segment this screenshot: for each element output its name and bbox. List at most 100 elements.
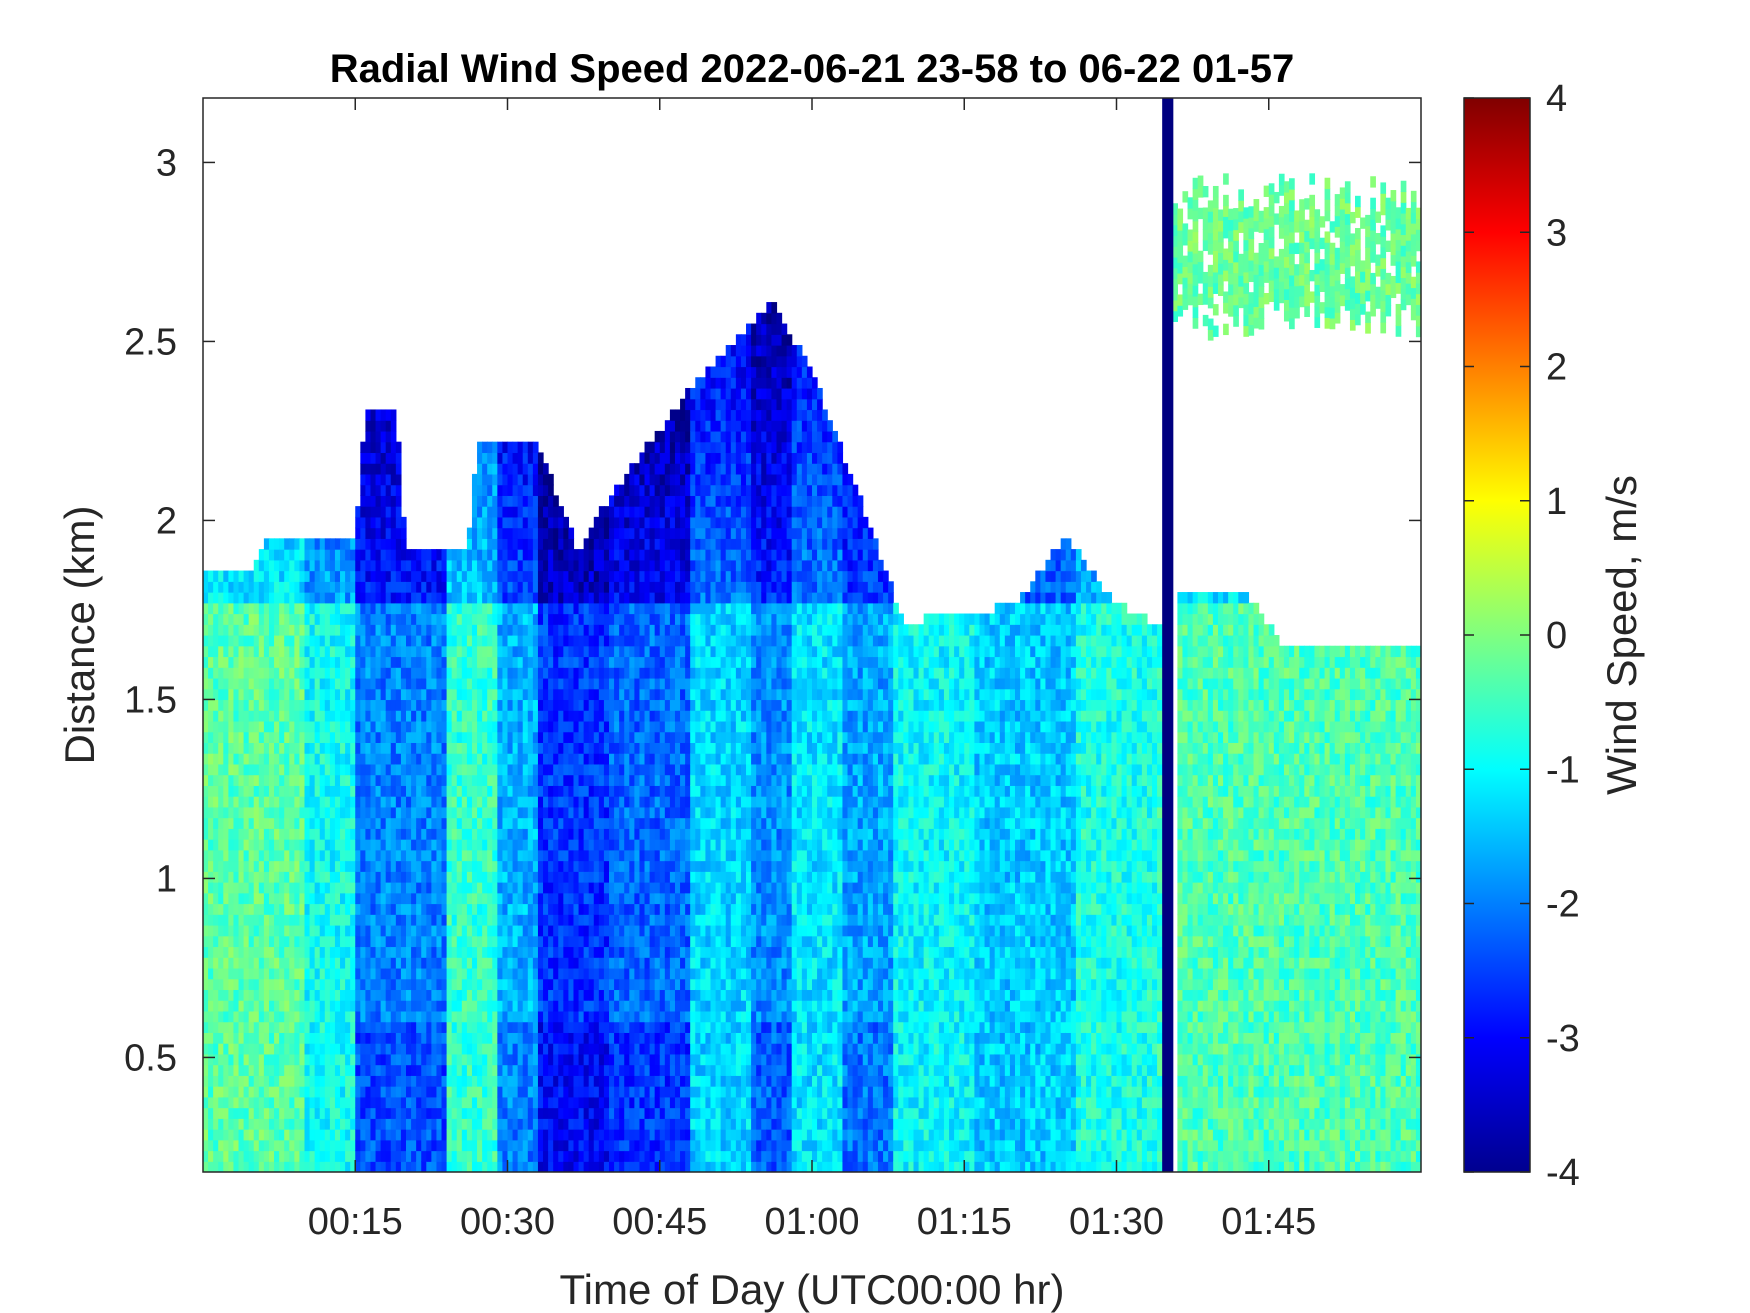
heatmap-cell <box>553 753 559 765</box>
heatmap-cell <box>593 1021 600 1033</box>
heatmap-cell <box>548 1086 554 1098</box>
heatmap-cell <box>461 753 468 765</box>
heatmap-cell <box>563 1043 569 1055</box>
heatmap-cell <box>395 924 402 937</box>
heatmap-cell <box>568 796 575 808</box>
heatmap-cell <box>309 1064 316 1076</box>
heatmap-cell <box>477 645 483 658</box>
heatmap-cell <box>248 1129 255 1141</box>
heatmap-cell <box>390 602 397 615</box>
heatmap-cell <box>446 688 453 701</box>
heatmap-cell <box>208 635 214 647</box>
heatmap-cell <box>203 592 209 604</box>
heatmap-cell <box>502 1086 509 1098</box>
heatmap-cell <box>218 914 224 926</box>
heatmap-cell <box>563 570 569 582</box>
heatmap-cell <box>482 1032 488 1044</box>
heatmap-cell <box>477 935 483 948</box>
heatmap-cell <box>492 484 498 496</box>
heatmap-cell <box>370 839 377 851</box>
heatmap-cell <box>421 1000 427 1012</box>
heatmap-cell <box>274 914 280 926</box>
heatmap-cell <box>471 914 478 926</box>
heatmap-cell <box>309 645 316 658</box>
heatmap-cell <box>507 645 514 658</box>
heatmap-cell <box>573 849 580 862</box>
heatmap-cell <box>497 1032 504 1044</box>
heatmap-cell <box>248 1096 255 1109</box>
heatmap-cell <box>492 473 498 486</box>
heatmap-cell <box>609 978 615 991</box>
heatmap-cell <box>279 839 285 851</box>
heatmap-cell <box>360 849 366 862</box>
heatmap-cell <box>446 839 453 851</box>
heatmap-cell <box>299 635 306 647</box>
heatmap-cell <box>400 527 407 539</box>
heatmap-cell <box>578 1161 585 1172</box>
heatmap-cell <box>299 1010 306 1023</box>
heatmap-cell <box>289 710 295 722</box>
heatmap-cell <box>517 731 524 743</box>
heatmap-cell <box>213 796 219 808</box>
heatmap-cell <box>421 1150 427 1162</box>
heatmap-cell <box>370 645 377 658</box>
heatmap-cell <box>390 871 397 883</box>
heatmap-cell <box>609 1021 615 1033</box>
heatmap-cell <box>456 924 463 937</box>
heatmap-cell <box>319 957 326 969</box>
heatmap-cell <box>395 720 402 733</box>
heatmap-cell <box>350 570 356 582</box>
heatmap-cell <box>385 559 392 572</box>
heatmap-cell <box>345 978 351 991</box>
heatmap-cell <box>593 581 600 593</box>
heatmap-cell <box>603 1075 610 1087</box>
heatmap-cell <box>537 839 544 851</box>
heatmap-cell <box>588 1150 595 1162</box>
heatmap-cell <box>375 774 382 786</box>
heatmap-cell <box>563 967 569 980</box>
heatmap-cell <box>334 903 341 915</box>
heatmap-cell <box>213 592 219 604</box>
heatmap-cell <box>284 624 290 636</box>
heatmap-cell <box>461 882 468 894</box>
heatmap-cell <box>304 989 311 1001</box>
heatmap-cell <box>238 742 245 754</box>
heatmap-cell <box>390 839 397 851</box>
heatmap-cell <box>314 677 321 690</box>
heatmap-cell <box>243 645 250 658</box>
heatmap-cell <box>537 1010 544 1023</box>
heatmap-cell <box>279 785 285 797</box>
heatmap-cell <box>355 1032 361 1044</box>
heatmap-cell <box>537 753 544 765</box>
heatmap-cell <box>319 817 326 829</box>
heatmap-cell <box>502 441 509 454</box>
heatmap-cell <box>603 892 610 905</box>
heatmap-cell <box>471 785 478 797</box>
heatmap-cell <box>390 892 397 905</box>
heatmap-cell <box>355 957 361 969</box>
heatmap-cell <box>223 699 229 711</box>
heatmap-cell <box>390 1021 397 1033</box>
heatmap-cell <box>588 656 595 668</box>
heatmap-cell <box>593 656 600 668</box>
heatmap-cell <box>598 978 605 991</box>
heatmap-cell <box>487 914 493 926</box>
heatmap-cell <box>543 1021 549 1033</box>
heatmap-cell <box>446 806 453 819</box>
heatmap-cell <box>426 742 432 754</box>
heatmap-cell <box>340 1064 346 1076</box>
heatmap-cell <box>340 1086 346 1098</box>
heatmap-cell <box>573 635 580 647</box>
heatmap-cell <box>568 710 575 722</box>
heatmap-cell <box>223 592 229 604</box>
heatmap-cell <box>471 935 478 948</box>
heatmap-cell <box>258 667 265 679</box>
heatmap-cell <box>512 1043 519 1055</box>
heatmap-cell <box>416 667 422 679</box>
heatmap-cell <box>253 967 260 980</box>
heatmap-cell <box>263 871 270 883</box>
heatmap-cell <box>568 860 575 872</box>
heatmap-cell <box>274 570 280 582</box>
heatmap-cell <box>553 914 559 926</box>
heatmap-cell <box>248 924 255 937</box>
